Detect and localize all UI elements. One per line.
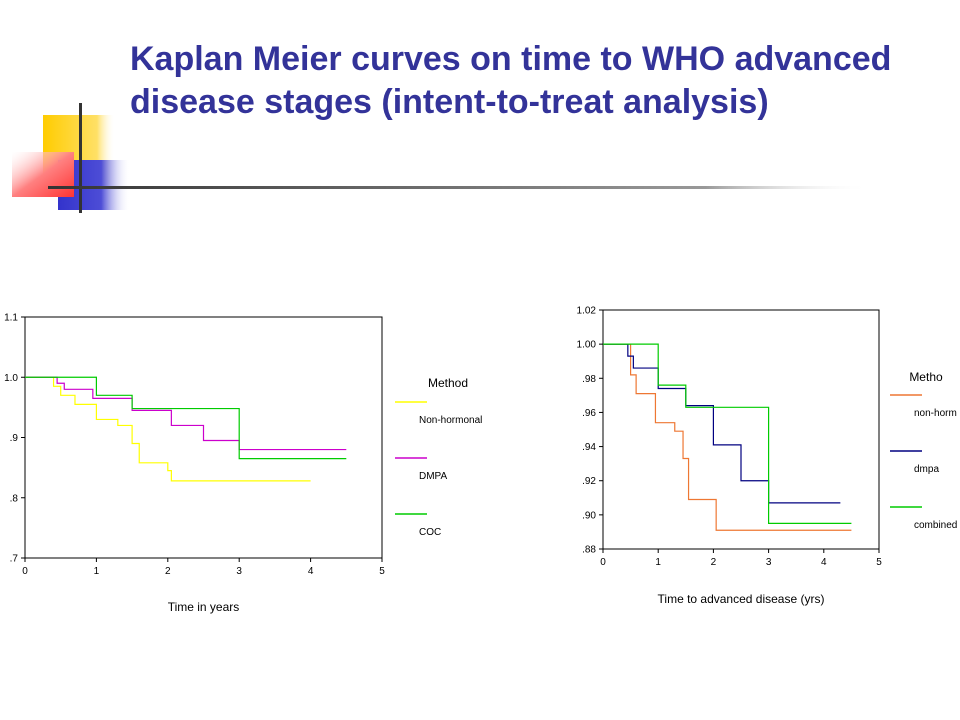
legend-label: DMPA (419, 471, 447, 482)
x-tick-label: 1 (655, 557, 661, 568)
x-tick-label: 4 (821, 557, 827, 568)
x-tick-label: 0 (22, 566, 28, 577)
x-tick-label: 5 (876, 557, 882, 568)
y-tick-label: 1.00 (577, 340, 597, 351)
chart-curves (603, 343, 852, 531)
km-curve-series-3 (603, 343, 852, 524)
decor-red-block (12, 152, 74, 197)
km-curve-series-3 (25, 376, 347, 460)
x-tick-label: 2 (711, 557, 717, 568)
x-axis-label: Time to advanced disease (yrs) (658, 592, 825, 606)
plot-frame (602, 309, 880, 550)
x-tick-label: 3 (766, 557, 772, 568)
chart-legend: Method Non-hormonal DMPA COC (395, 376, 482, 538)
x-axis-label: Time in years (168, 600, 240, 614)
x-tick-label: 4 (308, 566, 314, 577)
y-tick-label: .90 (582, 510, 596, 521)
slide-title: Kaplan Meier curves on time to WHO advan… (130, 40, 892, 121)
chart-legend: Metho non-horm dmpa combined (890, 370, 957, 531)
legend-label: COC (419, 527, 441, 538)
legend-label: Non-hormonal (419, 415, 482, 426)
y-tick-label: .8 (10, 493, 19, 504)
x-tick-label: 2 (165, 566, 171, 577)
legend-label: dmpa (914, 464, 939, 475)
chart-curves (25, 376, 347, 482)
x-tick-label: 5 (379, 566, 385, 577)
y-tick-label: .7 (10, 554, 19, 565)
km-curve-series-2 (603, 343, 841, 504)
x-tick-label: 0 (600, 557, 606, 568)
x-tick-label: 3 (236, 566, 242, 577)
x-tick-label: 1 (94, 566, 100, 577)
legend-title: Method (428, 376, 468, 390)
legend-label: non-horm (914, 408, 957, 419)
y-tick-label: 1.02 (577, 306, 597, 317)
y-tick-label: .9 (10, 433, 19, 444)
decor-vertical-rule (79, 103, 82, 213)
km-curve-series-1 (25, 376, 311, 482)
y-tick-label: .96 (582, 408, 596, 419)
y-tick-label: .88 (582, 545, 596, 556)
chart-axes: 0 1 2 3 4 5 .88 .90 .92 .94 .96 .98 1.00 1.02 Time to … (577, 306, 883, 607)
y-tick-label: .98 (582, 374, 596, 385)
y-tick-label: 1.1 (4, 313, 18, 324)
y-tick-label: 1.0 (4, 373, 18, 384)
legend-title: Metho (909, 370, 943, 384)
legend-label: combined (914, 520, 957, 531)
decor-horizontal-rule (48, 186, 870, 189)
chart-axes: 0 1 2 3 4 5 .7 .8 .9 1.0 1.1 Time in years (4, 313, 385, 615)
km-curve-series-1 (603, 343, 852, 531)
y-tick-label: .92 (582, 476, 596, 487)
y-tick-label: .94 (582, 442, 596, 453)
